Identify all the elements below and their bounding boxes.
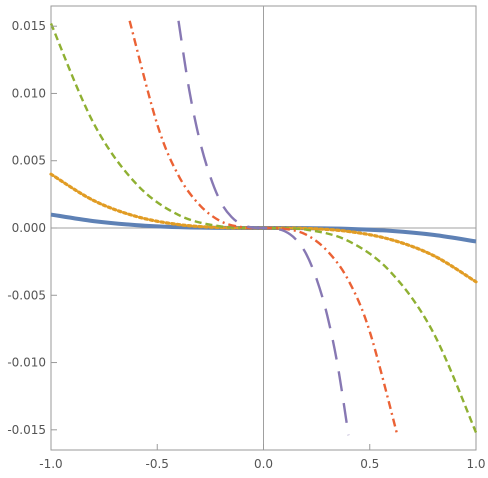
y-tick-label: 0.000 (12, 221, 46, 235)
series-line-5 (177, 20, 350, 436)
y-tick-label: -0.010 (7, 356, 46, 370)
y-tick-label: 0.005 (12, 154, 46, 168)
x-tick-label: -1.0 (39, 457, 62, 471)
x-tick-label: 0.0 (254, 457, 273, 471)
x-tick-label: 1.0 (466, 457, 485, 471)
y-tick-label: 0.010 (12, 86, 46, 100)
series-line-4 (128, 20, 399, 436)
x-tick-label: 0.5 (360, 457, 379, 471)
y-tick-label: 0.015 (12, 19, 46, 33)
ticks: -1.0 -0.5 0.0 0.5 1.0 0.015 0.010 0.005 0.000 -0.… (7, 19, 485, 471)
y-tick-label: -0.015 (7, 423, 46, 437)
x-tick-label: -0.5 (146, 457, 169, 471)
y-tick-label: -0.005 (7, 288, 46, 302)
series-layer (49, 20, 478, 436)
